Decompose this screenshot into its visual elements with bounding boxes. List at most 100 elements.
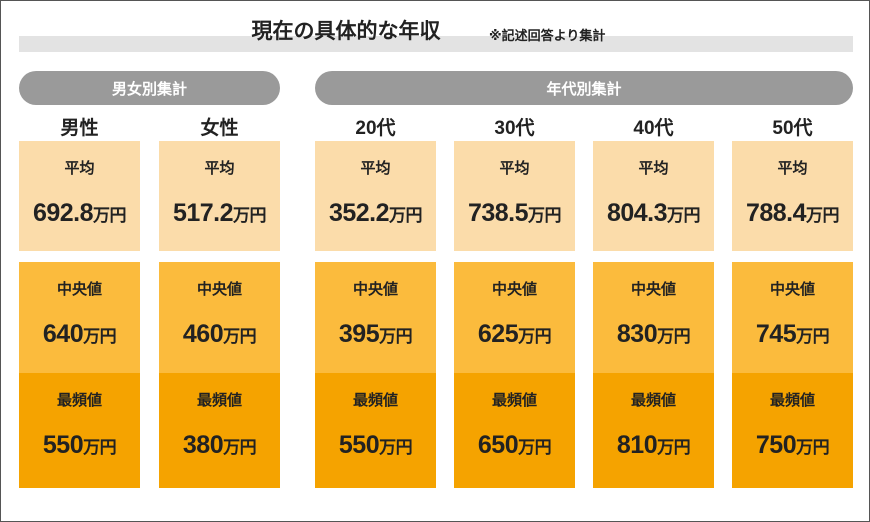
value-number: 745 [755,320,797,348]
column-header: 40代 [633,118,674,139]
value-number: 380 [182,431,224,459]
row-label: 中央値 [769,281,815,298]
value-unit: 万円 [93,206,127,225]
value-number: 692.8 [32,199,94,227]
value: 804.3万円 [593,199,714,228]
value: 625万円 [454,320,575,349]
value: 788.4万円 [732,199,853,228]
row-label: 平均 [204,160,235,177]
column-header: 50代 [772,118,813,139]
cell: 中央値 625万円 [454,262,575,373]
title: 現在の具体的な年収 [251,20,441,43]
column-header: 30代 [494,118,535,139]
value-unit: 万円 [83,438,117,457]
row-label: 中央値 [56,281,102,298]
row-label: 最頻値 [352,392,398,409]
value-number: 830 [616,320,658,348]
column-header: 男性 [60,118,99,139]
group-label: 年代別集計 [315,71,853,105]
value: 395万円 [315,320,436,349]
cell: 中央値 460万円 [159,262,280,373]
value-number: 460 [182,320,224,348]
row-label: 最頻値 [196,392,242,409]
row-label: 最頻値 [630,392,676,409]
row-label: 平均 [64,160,95,177]
value-unit: 万円 [657,327,691,346]
row-label: 平均 [638,160,669,177]
cell: 平均 692.8万円 [19,141,140,251]
cell: 最頻値 550万円 [19,373,140,488]
title-bar [19,36,853,52]
cell: 中央値 830万円 [593,262,714,373]
value-unit: 万円 [667,206,701,225]
value-unit: 万円 [518,327,552,346]
value: 380万円 [159,431,280,460]
value-number: 625 [477,320,519,348]
value: 738.5万円 [454,199,575,228]
cell: 平均 804.3万円 [593,141,714,251]
row-label: 平均 [777,160,808,177]
cell: 中央値 745万円 [732,262,853,373]
cell: 中央値 395万円 [315,262,436,373]
value: 650万円 [454,431,575,460]
value-number: 550 [338,431,380,459]
value: 810万円 [593,431,714,460]
cell: 中央値 640万円 [19,262,140,373]
row-label: 中央値 [196,281,242,298]
value: 352.2万円 [315,199,436,228]
value: 745万円 [732,320,853,349]
value-number: 738.5 [467,199,529,227]
cell: 平均 517.2万円 [159,141,280,251]
cell: 平均 352.2万円 [315,141,436,251]
value: 550万円 [19,431,140,460]
value-number: 395 [338,320,380,348]
cell: 最頻値 810万円 [593,373,714,488]
note: ※記述回答より集計 [489,28,606,43]
row-label: 平均 [360,160,391,177]
value: 692.8万円 [19,199,140,228]
column-header: 20代 [355,118,396,139]
value-number: 517.2 [172,199,234,227]
value-unit: 万円 [389,206,423,225]
cell: 最頻値 650万円 [454,373,575,488]
value-number: 788.4 [745,199,807,227]
value-unit: 万円 [379,438,413,457]
value-unit: 万円 [796,327,830,346]
value: 517.2万円 [159,199,280,228]
row-label: 最頻値 [56,392,102,409]
value-number: 750 [755,431,797,459]
cell: 最頻値 750万円 [732,373,853,488]
value-number: 640 [42,320,84,348]
value: 750万円 [732,431,853,460]
row-label: 平均 [499,160,530,177]
value-number: 550 [42,431,84,459]
value: 550万円 [315,431,436,460]
value-unit: 万円 [223,438,257,457]
value-unit: 万円 [796,438,830,457]
cell: 平均 738.5万円 [454,141,575,251]
value-unit: 万円 [528,206,562,225]
value: 460万円 [159,320,280,349]
row-label: 中央値 [630,281,676,298]
value-number: 650 [477,431,519,459]
value-unit: 万円 [657,438,691,457]
value-number: 804.3 [606,199,668,227]
value-unit: 万円 [233,206,267,225]
row-label: 最頻値 [491,392,537,409]
column-header: 女性 [200,118,239,139]
cell: 平均 788.4万円 [732,141,853,251]
value: 830万円 [593,320,714,349]
value-number: 810 [616,431,658,459]
row-label: 中央値 [491,281,537,298]
value: 640万円 [19,320,140,349]
value-unit: 万円 [379,327,413,346]
value-number: 352.2 [328,199,390,227]
value-unit: 万円 [518,438,552,457]
value-unit: 万円 [83,327,117,346]
cell: 最頻値 550万円 [315,373,436,488]
row-label: 中央値 [352,281,398,298]
value-unit: 万円 [806,206,840,225]
group-label: 男女別集計 [19,71,280,105]
cell: 最頻値 380万円 [159,373,280,488]
